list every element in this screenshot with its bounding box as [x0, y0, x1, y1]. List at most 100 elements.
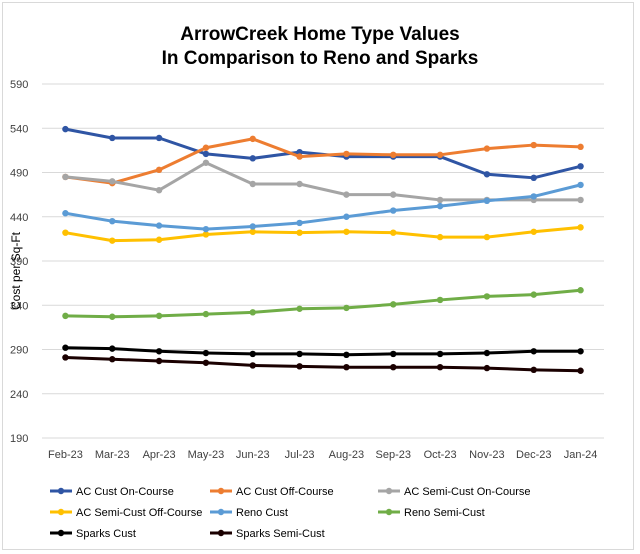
data-point: [436, 350, 444, 358]
legend-entry: AC Cust Off-Course: [210, 486, 334, 498]
legend-label: AC Semi-Cust On-Course: [404, 486, 531, 498]
data-point: [109, 356, 116, 363]
data-point: [530, 141, 537, 149]
data-point: [343, 304, 350, 312]
legend-swatch-marker: [217, 487, 225, 495]
x-tick-label: Jul-23: [285, 449, 315, 461]
x-tick-label: May-23: [188, 449, 225, 461]
series-line: [65, 183, 581, 231]
data-point: [155, 134, 163, 142]
x-tick-label: Apr-23: [143, 449, 176, 461]
data-point: [202, 150, 210, 158]
data-point: [109, 134, 116, 142]
data-point: [483, 171, 491, 178]
series-line: [65, 225, 581, 243]
x-tick-label: Jan-24: [564, 449, 598, 461]
data-point: [249, 228, 256, 235]
data-point: [155, 357, 163, 365]
data-point: [577, 287, 584, 294]
data-point: [249, 350, 256, 358]
data-point: [577, 348, 584, 355]
data-point: [296, 148, 303, 156]
legend-entry: AC Semi-Cust On-Course: [378, 486, 531, 498]
data-point: [296, 363, 303, 370]
chart-title-line1: ArrowCreek Home Type Values: [180, 24, 460, 45]
data-point: [202, 310, 210, 318]
legend-swatch-marker: [385, 487, 393, 495]
legend-label: Sparks Cust: [76, 528, 136, 540]
data-point: [436, 233, 444, 241]
legend-label: AC Cust On-Course: [76, 486, 174, 498]
x-axis-ticks: Feb-23 Mar-23 Apr-23 May-23 Jun-23 Jul-23 Aug-…: [48, 449, 597, 461]
legend-label: Reno Semi-Cust: [404, 507, 485, 519]
series-reno-cust: [62, 181, 584, 233]
y-tick-label: 590: [10, 79, 28, 91]
y-tick-label: 440: [10, 212, 28, 224]
data-point: [296, 305, 303, 312]
x-tick-label: Nov-23: [469, 449, 504, 461]
data-point: [62, 125, 69, 133]
data-point: [577, 181, 584, 189]
data-point: [343, 351, 350, 359]
data-point: [62, 354, 69, 361]
x-tick-label: Dec-23: [516, 449, 551, 461]
legend-swatch-marker: [217, 529, 225, 537]
y-tick-label: 390: [10, 256, 28, 268]
legend-entry: Sparks Semi-Cust: [210, 528, 325, 540]
data-point: [483, 233, 491, 241]
data-point: [62, 229, 69, 236]
data-point: [155, 166, 163, 174]
x-tick-label: Mar-23: [95, 449, 130, 461]
data-point: [343, 228, 350, 235]
legend-label: AC Cust Off-Course: [236, 486, 334, 498]
data-point: [202, 359, 210, 366]
series-line: [65, 137, 581, 185]
series-sparks-semi-cust: [62, 354, 584, 374]
data-point: [109, 217, 116, 225]
data-point: [155, 348, 163, 355]
data-point: [390, 301, 397, 308]
data-point: [202, 159, 210, 166]
y-tick-label: 540: [10, 123, 28, 135]
data-point: [62, 344, 69, 351]
data-point: [155, 312, 163, 320]
series-ac-cust-off-course: [62, 135, 584, 187]
series-line: [65, 161, 581, 202]
data-point: [436, 151, 444, 158]
legend-swatch-marker: [385, 508, 393, 516]
series-line: [65, 288, 581, 319]
series-lines: [62, 125, 584, 374]
data-point: [390, 229, 397, 236]
data-point: [249, 135, 256, 143]
data-point: [296, 350, 303, 358]
data-point: [296, 229, 303, 236]
y-axis-label: Cost per Sq-Ft: [9, 231, 23, 310]
data-point: [530, 228, 537, 235]
data-point: [109, 313, 116, 320]
data-point: [249, 155, 256, 162]
legend-swatch-marker: [57, 529, 65, 537]
data-point: [390, 364, 397, 371]
data-point: [483, 197, 491, 205]
legend-entry: Reno Semi-Cust: [378, 507, 485, 519]
chart-title-line2: In Comparison to Reno and Sparks: [161, 48, 479, 69]
data-point: [483, 145, 491, 152]
data-point: [483, 364, 491, 372]
x-tick-label: Aug-23: [329, 449, 364, 461]
y-tick-label: 340: [10, 300, 28, 312]
data-point: [530, 366, 537, 374]
data-point: [202, 144, 210, 151]
y-axis-ticks: 190 240 290 340 390 440 490 540 590: [10, 79, 28, 445]
data-point: [436, 364, 444, 371]
legend-entry: Reno Cust: [210, 507, 288, 519]
legend-label: Sparks Semi-Cust: [236, 528, 325, 540]
data-point: [296, 153, 303, 160]
data-point: [249, 362, 256, 369]
data-point: [436, 296, 444, 304]
data-point: [577, 143, 584, 151]
data-point: [109, 178, 116, 185]
data-point: [436, 196, 444, 204]
data-point: [296, 219, 303, 227]
data-point: [249, 180, 256, 188]
